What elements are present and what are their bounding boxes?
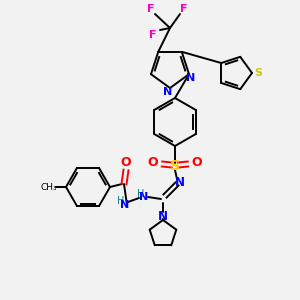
Text: F: F [180,4,188,14]
Text: CH₃: CH₃ [41,182,57,191]
Text: N: N [186,73,196,83]
Text: N: N [120,200,130,210]
Text: O: O [121,157,131,169]
Text: N: N [175,176,185,190]
Text: N: N [164,87,172,97]
Text: F: F [147,4,155,14]
Text: O: O [192,157,202,169]
Text: H: H [117,196,125,206]
Text: S: S [254,68,262,78]
Text: H: H [137,189,145,199]
Text: N: N [140,192,148,202]
Text: N: N [158,209,168,223]
Text: S: S [170,159,180,173]
Text: O: O [148,157,158,169]
Text: F: F [149,30,157,40]
